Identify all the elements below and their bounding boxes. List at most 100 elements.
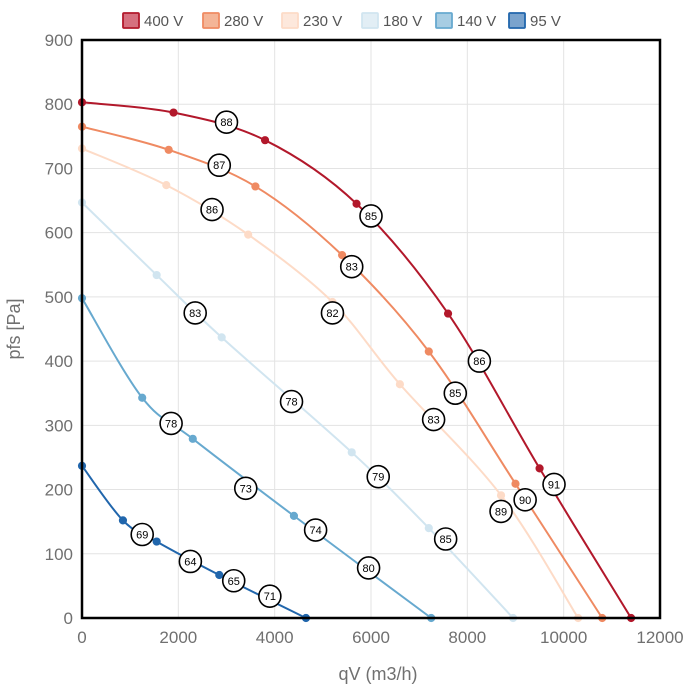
annotation-label: 82	[326, 308, 338, 320]
plot-frame	[80, 38, 662, 620]
data-point-0-1	[169, 108, 178, 117]
annotation-circle	[200, 197, 224, 222]
legend-label: 180 V	[383, 13, 422, 30]
legend-item-1: 280 V	[202, 12, 263, 30]
efficiency-annotation: 82	[320, 301, 345, 325]
data-point-1-2	[251, 182, 260, 191]
y-tick-label: 800	[45, 95, 73, 114]
series-line-4	[81, 297, 432, 619]
annotation-label: 89	[495, 506, 507, 518]
y-tick-label: 400	[45, 352, 73, 371]
efficiency-annotation: 85	[443, 381, 468, 406]
y-tick-label: 900	[45, 31, 73, 50]
legend-item-0: 400 V	[122, 12, 183, 30]
point-layer	[77, 98, 636, 623]
annotation-label: 80	[362, 563, 374, 575]
data-point-4-3	[289, 511, 299, 520]
x-tick-label: 10000	[540, 628, 587, 647]
y-tick-label: 700	[45, 159, 73, 178]
series-line-2	[81, 147, 579, 619]
efficiency-annotation: 79	[366, 464, 391, 489]
legend-swatch	[435, 12, 453, 29]
legend-label: 230 V	[303, 13, 342, 30]
data-point-3-1	[152, 270, 161, 280]
efficiency-annotation: 80	[356, 556, 381, 580]
data-point-5-1	[118, 516, 128, 525]
annotation-circle	[433, 527, 458, 551]
legend-label: 140 V	[457, 13, 496, 30]
annotation-circle	[366, 464, 391, 489]
annotation-label: 69	[136, 530, 148, 542]
efficiency-annotation: 86	[467, 349, 492, 373]
data-point-5-3	[215, 570, 224, 580]
grid-layer	[81, 39, 661, 619]
annotation-circle	[356, 556, 381, 580]
annotation-label: 85	[365, 211, 377, 223]
x-tick-label: 2000	[159, 628, 197, 647]
annotation-circle	[214, 110, 239, 135]
data-point-1-5	[511, 479, 520, 488]
efficiency-annotation: 90	[513, 488, 537, 512]
data-point-2-1	[162, 181, 171, 190]
annotation-circle	[258, 584, 282, 608]
annotation-label: 83	[427, 415, 439, 427]
efficiency-annotation: 78	[279, 389, 304, 414]
efficiency-annotation: 69	[130, 522, 155, 547]
x-tick-label: 12000	[636, 628, 683, 647]
efficiency-annotation: 65	[221, 568, 246, 593]
annotation-label: 88	[220, 117, 232, 129]
efficiency-annotation: 83	[421, 407, 446, 432]
x-tick-label: 8000	[448, 628, 486, 647]
annotation-circle	[178, 549, 203, 574]
annotation-circle	[339, 254, 364, 279]
efficiency-annotation: 83	[339, 254, 364, 279]
annotation-layer: 88 87 86 83 85 83 82 86 85 83 78 79 78 73 74 85 91 90 89 80…	[130, 110, 566, 608]
legend-swatch	[361, 12, 379, 29]
legend-swatch	[281, 12, 299, 29]
annotation-circle	[320, 301, 345, 325]
legend-swatch	[122, 12, 140, 29]
annotation-circle	[467, 349, 492, 373]
data-point-0-3	[352, 199, 361, 208]
data-point-5-2	[152, 537, 161, 546]
annotation-circle	[233, 476, 258, 501]
annotation-circle	[542, 472, 566, 497]
efficiency-annotation: 85	[433, 527, 458, 551]
annotation-label: 71	[264, 591, 276, 603]
curve-layer	[81, 101, 632, 619]
data-point-0-4	[443, 309, 453, 318]
legend-item-4: 140 V	[435, 12, 496, 30]
annotation-circle	[489, 499, 513, 524]
annotation-circle	[303, 518, 328, 542]
efficiency-annotation: 85	[359, 204, 383, 228]
data-point-3-2	[217, 333, 226, 342]
legend-swatch	[508, 12, 526, 29]
x-tick-label: 6000	[352, 628, 390, 647]
annotation-label: 78	[285, 397, 297, 409]
data-point-4-2	[188, 434, 197, 443]
legend-item-2: 230 V	[281, 12, 342, 30]
annotation-label: 85	[440, 534, 452, 546]
annotation-circle	[421, 407, 446, 432]
y-tick-label: 600	[45, 224, 73, 243]
annotation-label: 90	[519, 495, 531, 507]
efficiency-annotation: 64	[178, 549, 203, 574]
y-tick-label: 500	[45, 288, 73, 307]
annotation-circle	[359, 204, 383, 228]
annotation-label: 65	[228, 576, 240, 588]
legend-swatch	[202, 12, 220, 29]
y-tick-label: 100	[45, 545, 73, 564]
x-tick-label: 0	[77, 628, 86, 647]
annotation-label: 78	[165, 418, 177, 430]
data-point-1-3	[338, 251, 347, 260]
annotation-label: 83	[189, 308, 201, 320]
annotation-label: 73	[240, 483, 252, 495]
legend-label: 280 V	[224, 13, 263, 30]
data-point-2-5	[496, 491, 506, 500]
legend-label: 95 V	[530, 13, 561, 30]
efficiency-annotation: 74	[303, 518, 328, 542]
annotation-circle	[279, 389, 304, 414]
y-tick-label: 200	[45, 481, 73, 500]
y-tick-label: 0	[64, 609, 73, 628]
data-point-2-2	[244, 230, 253, 239]
